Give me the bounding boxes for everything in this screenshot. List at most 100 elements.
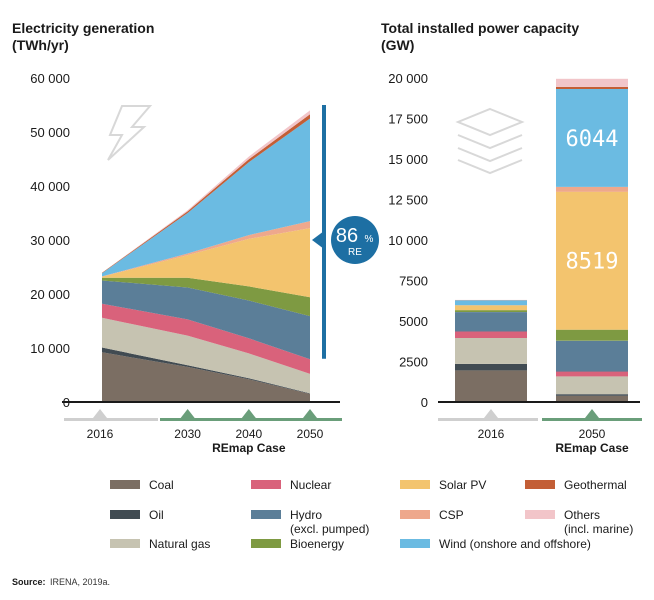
legend: Coal Oil Natural gas Nuclear Hydro(excl. pum… — [110, 478, 633, 551]
area-hydro — [102, 280, 310, 360]
area-oil — [102, 347, 310, 394]
legend-swatch-coal — [110, 480, 140, 489]
x-marker-triangle — [93, 409, 107, 418]
left-y-tick-label: 60 000 — [30, 71, 70, 86]
legend-swatch-solar-pv — [400, 480, 430, 489]
legend-label-others: Others — [564, 508, 600, 522]
area-bioenergy — [102, 277, 310, 317]
right-title-line-2: (GW) — [381, 37, 414, 53]
legend-swatch-hydro — [251, 510, 281, 519]
right-x-tick-label: 2050 — [579, 427, 606, 441]
area-others — [102, 110, 310, 273]
re-bracket-pointer — [312, 231, 324, 249]
bar-2050-others — [556, 78, 628, 87]
area-solar-pv — [102, 228, 310, 298]
area-wind — [102, 118, 310, 277]
area-coal — [102, 352, 310, 402]
left-y-tick-label: 40 000 — [30, 179, 70, 194]
capacity-bar-chart: 0 2500 5000 7500 10 000 12 500 15 000 17 500 20 … — [388, 71, 642, 455]
bar-2050-solar-pv — [556, 191, 628, 330]
bar-2016-nuclear — [455, 331, 527, 338]
right-y-tick-label: 7500 — [399, 274, 428, 289]
re-badge-sub: RE — [348, 247, 362, 258]
re-badge-unit: % — [365, 234, 374, 245]
bar-data-label: 8519 — [566, 250, 619, 275]
legend-swatch-others — [525, 510, 555, 519]
left-chart-title: Electricity generation (TWh/yr) — [12, 20, 154, 53]
legend-label-others: (incl. marine) — [564, 522, 633, 536]
left-x-tick-label: 2030 — [174, 427, 201, 441]
bar-2016-solar-pv — [455, 305, 527, 311]
legend-swatch-natural-gas — [110, 539, 140, 548]
right-y-tick-label: 12 500 — [388, 193, 428, 208]
legend-label-geothermal: Geothermal — [564, 478, 627, 492]
bar-data-label: 6044 — [566, 127, 619, 152]
source-label: Source: — [12, 577, 46, 587]
legend-label-coal: Coal — [149, 478, 174, 492]
layers-icon — [455, 107, 525, 175]
right-y-tick-label: 15 000 — [388, 152, 428, 167]
source-note: Source: IRENA, 2019a. — [12, 577, 110, 587]
bar-2050-hydro — [556, 340, 628, 372]
x-marker-bar-2016 — [64, 418, 158, 421]
left-y-tick-label: 20 000 — [30, 287, 70, 302]
legend-label-wind: Wind (onshore and offshore) — [439, 537, 591, 551]
legend-label-solar-pv: Solar PV — [439, 478, 486, 492]
x-marker-triangle — [585, 409, 599, 418]
legend-label-hydro: Hydro — [290, 508, 322, 522]
right-x-tick-label: 2016 — [478, 427, 505, 441]
bar-2016-oil — [455, 363, 527, 371]
area-nuclear — [102, 303, 310, 374]
legend-label-csp: CSP — [439, 508, 464, 522]
legend-swatch-geothermal — [525, 480, 555, 489]
bar-2050-wind — [556, 89, 628, 187]
legend-label-hydro: (excl. pumped) — [290, 522, 369, 536]
legend-swatch-csp — [400, 510, 430, 519]
bar-2016-hydro — [455, 312, 527, 332]
x-marker-triangle — [180, 409, 195, 418]
left-x-tick-label: 2040 — [235, 427, 262, 441]
right-title-line-1: Total installed power capacity — [381, 20, 579, 36]
source-text: IRENA, 2019a. — [50, 577, 110, 587]
bar-2050-nuclear — [556, 371, 628, 377]
bar-2016-coal — [455, 370, 527, 402]
left-y-tick-label: 30 000 — [30, 233, 70, 248]
right-y-tick-label: 2500 — [399, 355, 428, 370]
x-marker-bar-2016 — [438, 418, 538, 421]
x-marker-triangle — [303, 409, 317, 418]
right-y-tick-label: 17 500 — [388, 112, 428, 127]
x-marker-bar-2050 — [542, 418, 642, 421]
bar-2016-wind — [455, 300, 527, 306]
legend-label-oil: Oil — [149, 508, 164, 522]
legend-label-nuclear: Nuclear — [290, 478, 331, 492]
legend-swatch-nuclear — [251, 480, 281, 489]
bar-2050-oil — [556, 394, 628, 396]
bar-2050-bioenergy — [556, 329, 628, 341]
left-y-tick-label: 10 000 — [30, 341, 70, 356]
legend-label-bioenergy: Bioenergy — [290, 537, 344, 551]
left-x-tick-label: 2050 — [297, 427, 324, 441]
x-marker-triangle — [241, 409, 256, 418]
x-marker-bar-remap — [160, 418, 342, 421]
right-y-tick-label: 0 — [421, 395, 428, 410]
re-badge-value: 86 — [336, 225, 358, 247]
legend-swatch-wind — [400, 539, 430, 548]
x-marker-triangle — [484, 409, 498, 418]
lightning-icon — [107, 105, 153, 161]
left-x-tick-label: 2016 — [87, 427, 114, 441]
re-badge-circle — [331, 216, 379, 264]
bar-2016-bioenergy — [455, 310, 527, 312]
area-csp — [102, 221, 310, 277]
area-geothermal — [102, 114, 310, 274]
right-x-case-label: REmap Case — [555, 441, 629, 455]
bar-2050-natural-gas — [556, 376, 628, 395]
bar-2016-natural-gas — [455, 338, 527, 364]
left-x-case-label: REmap Case — [212, 441, 286, 455]
area-natural-gas — [102, 317, 310, 394]
bar-2050-geothermal — [556, 86, 628, 89]
bar-2050-coal — [556, 395, 628, 402]
left-title-line-2: (TWh/yr) — [12, 37, 69, 53]
legend-label-natural-gas: Natural gas — [149, 537, 210, 551]
